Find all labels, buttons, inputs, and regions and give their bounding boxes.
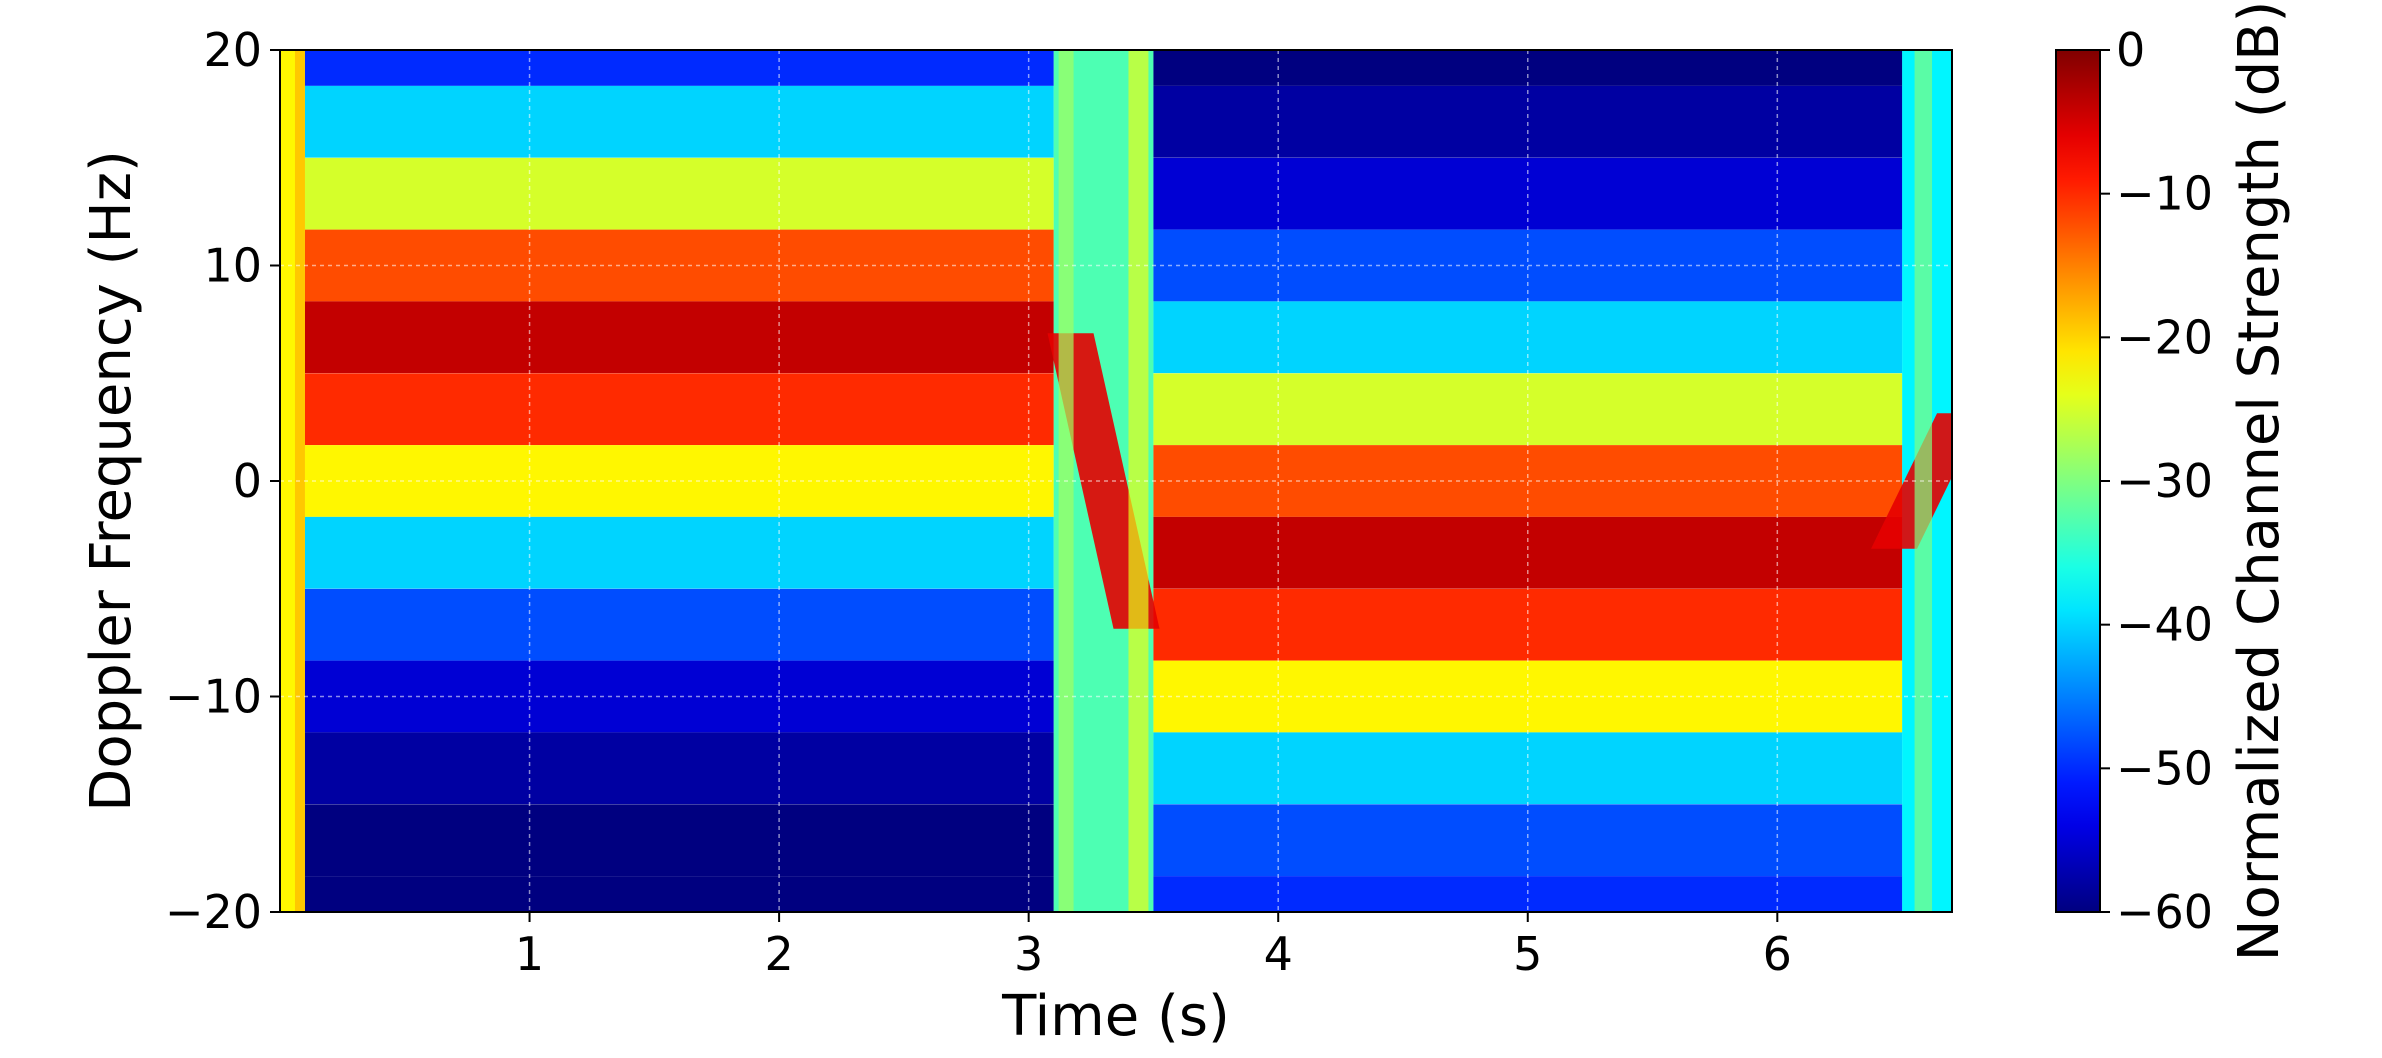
heatmap-cell [304, 588, 1054, 661]
y-tick-label: 20 [203, 23, 262, 77]
x-tick-label: 6 [1763, 927, 1792, 981]
colorbar-tick-label: −20 [2116, 310, 2213, 364]
colorbar-tick-label: −50 [2116, 741, 2213, 795]
heatmap-cell [304, 85, 1054, 158]
x-tick-label: 5 [1513, 927, 1542, 981]
x-axis-label: Time (s) [1001, 984, 1230, 1049]
heatmap-cell [1153, 301, 1903, 374]
heatmap-cell [1153, 588, 1903, 661]
grid [280, 50, 1952, 912]
heatmap-cell [304, 50, 1054, 86]
heatmap-cell [304, 804, 1054, 877]
x-tick-label: 2 [764, 927, 793, 981]
heatmap-cell [304, 301, 1054, 374]
y-tick-label: 10 [203, 239, 262, 293]
x-tick-label: 4 [1264, 927, 1293, 981]
heatmap-cell [1153, 732, 1903, 805]
heatmap-cell [304, 373, 1054, 446]
colorbar-tick-label: −40 [2116, 598, 2213, 652]
colorbar-ticks: 0 −10 −20 −30 −40 −50 −60 [2100, 23, 2213, 939]
colorbar-tick-label: 0 [2116, 23, 2145, 77]
heatmap-cell [1153, 157, 1903, 230]
colorbar-tick-label: −30 [2116, 454, 2213, 508]
heatmap-cell [1153, 804, 1903, 877]
heatmap-cell [304, 876, 1054, 912]
heatmap [280, 50, 1952, 912]
y-tick-label: −20 [165, 885, 262, 939]
heatmap-cell [304, 732, 1054, 805]
colorbar [2055, 49, 2101, 913]
y-tick-label: −10 [165, 670, 262, 724]
colorbar-tick-label: −10 [2116, 167, 2213, 221]
y-axis-label: Doppler Frequency (Hz) [79, 150, 144, 812]
heatmap-cell [304, 157, 1054, 230]
colorbar-label: Normalized Channel Strength (dB) [2227, 1, 2292, 962]
x-tick-label: 3 [1014, 927, 1043, 981]
heatmap-cell [1153, 85, 1903, 158]
heatmap-cell [304, 516, 1054, 589]
colorbar-tick-label: −60 [2116, 885, 2213, 939]
y-tick-label: 0 [233, 454, 262, 508]
heatmap-cell [1153, 373, 1903, 446]
x-tick-label: 1 [515, 927, 544, 981]
y-axis-ticks: −20 −10 0 10 20 [165, 23, 280, 939]
heatmap-cell [1153, 516, 1903, 589]
x-axis-ticks: 1 2 3 4 5 6 [515, 912, 1792, 981]
